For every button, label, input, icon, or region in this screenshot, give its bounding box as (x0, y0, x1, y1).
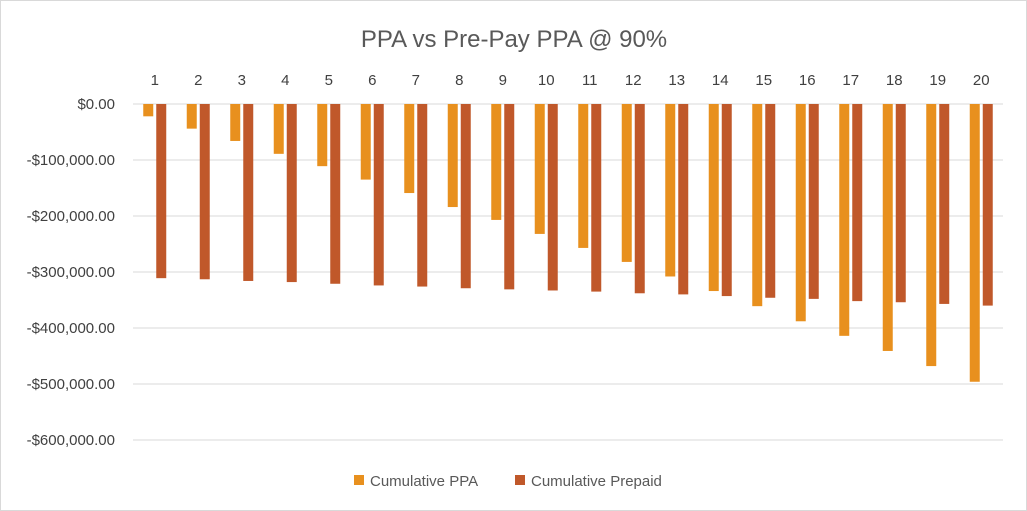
y-axis-tick-labels: $0.00 -$100,000.00 -$200,000.00 -$300,000.0… (27, 96, 115, 449)
bar-cumulative-ppa (752, 104, 763, 307)
bar-cumulative-prepaid (547, 104, 558, 291)
bar-cumulative-ppa (578, 104, 589, 248)
x-tick-label: 8 (455, 72, 463, 89)
legend-swatch (354, 475, 364, 485)
x-tick-label: 4 (281, 72, 289, 89)
bar-cumulative-prepaid (286, 104, 297, 283)
bar-cumulative-prepaid (678, 104, 689, 295)
bar-cumulative-prepaid (852, 104, 863, 302)
chart-title: PPA vs Pre-Pay PPA @ 90% (361, 26, 667, 53)
bar-cumulative-ppa (969, 104, 980, 382)
bar-cumulative-ppa (360, 104, 371, 180)
bar-cumulative-prepaid (634, 104, 645, 294)
y-tick-label: -$400,000.00 (27, 320, 115, 337)
x-tick-label: 17 (842, 72, 859, 89)
bar-cumulative-ppa (404, 104, 415, 194)
bar-cumulative-ppa (621, 104, 632, 262)
x-axis-tick-labels: 1 2 3 4 5 6 7 8 9 10 11 12 13 14 15 16 17 18 19 20 (151, 72, 990, 89)
bar-cumulative-ppa (143, 104, 154, 117)
x-tick-label: 3 (238, 72, 246, 89)
bar-cumulative-ppa (708, 104, 719, 292)
bar-cumulative-prepaid (460, 104, 471, 289)
bar-cumulative-ppa (491, 104, 502, 220)
bar-cumulative-prepaid (373, 104, 384, 286)
x-tick-label: 12 (625, 72, 642, 89)
bar-cumulative-ppa (926, 104, 937, 367)
x-tick-label: 15 (755, 72, 772, 89)
x-tick-label: 2 (194, 72, 202, 89)
x-tick-label: 9 (499, 72, 507, 89)
y-tick-label: -$600,000.00 (27, 432, 115, 449)
bar-cumulative-prepaid (808, 104, 819, 299)
bar-cumulative-prepaid (504, 104, 515, 290)
x-tick-label: 14 (712, 72, 729, 89)
bar-cumulative-ppa (447, 104, 458, 208)
bars (143, 104, 993, 382)
x-tick-label: 20 (973, 72, 990, 89)
x-tick-label: 13 (668, 72, 685, 89)
x-tick-label: 18 (886, 72, 903, 89)
bar-cumulative-ppa (665, 104, 676, 277)
x-tick-label: 19 (929, 72, 946, 89)
bar-cumulative-prepaid (939, 104, 950, 304)
x-tick-label: 11 (582, 72, 598, 89)
bar-cumulative-prepaid (721, 104, 732, 297)
y-tick-label: -$100,000.00 (27, 152, 115, 169)
y-tick-label: -$300,000.00 (27, 264, 115, 281)
bar-cumulative-prepaid (895, 104, 906, 303)
x-tick-label: 16 (799, 72, 816, 89)
x-tick-label: 6 (368, 72, 376, 89)
bar-cumulative-ppa (317, 104, 328, 167)
bar-cumulative-ppa (273, 104, 284, 154)
bar-cumulative-prepaid (243, 104, 254, 281)
y-tick-label: $0.00 (77, 96, 115, 113)
y-tick-label: -$200,000.00 (27, 208, 115, 225)
bar-cumulative-ppa (186, 104, 197, 129)
gridlines (133, 103, 1003, 441)
legend-label: Cumulative PPA (370, 473, 478, 490)
bar-cumulative-ppa (534, 104, 545, 234)
x-tick-label: 10 (538, 72, 555, 89)
bar-cumulative-prepaid (417, 104, 428, 287)
bar-cumulative-prepaid (591, 104, 602, 292)
y-tick-label: -$500,000.00 (27, 376, 115, 393)
x-tick-label: 7 (412, 72, 420, 89)
bar-cumulative-ppa (882, 104, 893, 351)
x-tick-label: 5 (325, 72, 333, 89)
x-tick-label: 1 (151, 72, 159, 89)
bar-cumulative-prepaid (156, 104, 167, 279)
legend-label: Cumulative Prepaid (531, 473, 662, 490)
bar-cumulative-ppa (839, 104, 850, 336)
legend-swatch (515, 475, 525, 485)
bar-cumulative-prepaid (199, 104, 210, 280)
bar-cumulative-prepaid (982, 104, 993, 306)
bar-cumulative-ppa (230, 104, 241, 141)
legend: Cumulative PPA Cumulative Prepaid (354, 473, 662, 490)
bar-cumulative-ppa (795, 104, 806, 322)
bar-cumulative-prepaid (330, 104, 341, 284)
bar-cumulative-prepaid (765, 104, 776, 298)
